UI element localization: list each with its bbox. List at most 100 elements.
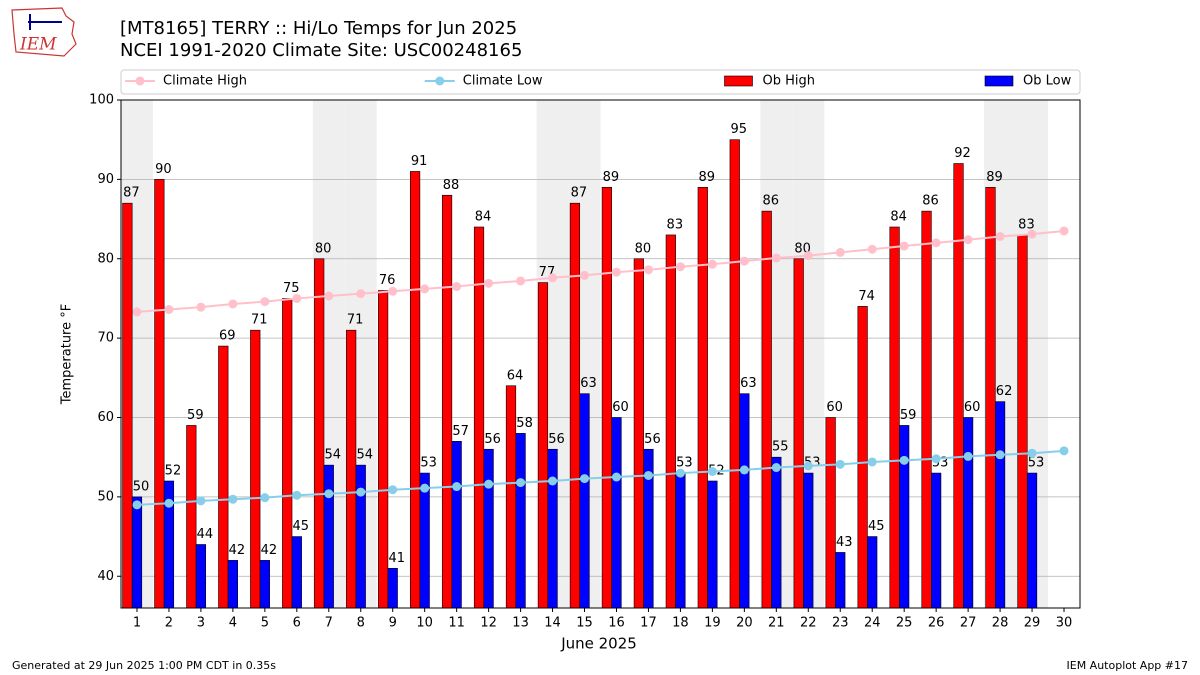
data-label: 43: [836, 535, 853, 550]
bar: [569, 202, 581, 609]
bar: [154, 179, 165, 609]
data-label: 54: [356, 448, 373, 463]
data-label: 63: [740, 376, 757, 391]
line-marker: [707, 466, 717, 476]
data-label: 74: [858, 289, 875, 304]
data-label: 71: [251, 313, 268, 328]
x-tick-label: 8: [357, 616, 365, 631]
line-marker: [675, 468, 685, 478]
line: [136, 229, 1065, 313]
bar: [889, 226, 900, 609]
x-tick-label: 13: [512, 616, 529, 631]
x-tick-label: 3: [197, 616, 205, 631]
bar: [899, 425, 910, 609]
x-tick-label: 24: [864, 616, 881, 631]
x-tick-label: 11: [448, 616, 465, 631]
line-marker: [580, 474, 590, 484]
bar: [218, 345, 229, 609]
y-tick-label: 80: [97, 251, 114, 266]
data-label: 44: [197, 527, 214, 542]
bar: [761, 210, 772, 609]
legend-item: Ob Low: [984, 74, 1072, 89]
data-label: 45: [293, 519, 310, 534]
data-label: 90: [155, 162, 172, 177]
bar: [793, 258, 804, 609]
line-marker: [388, 485, 398, 495]
bar: [346, 329, 357, 609]
bar: [665, 234, 676, 609]
data-label: 55: [772, 440, 789, 455]
x-tick-label: 10: [416, 616, 433, 631]
bar: [1017, 234, 1028, 609]
bar: [697, 187, 708, 609]
line-marker: [388, 286, 398, 296]
x-tick-label: 7: [325, 616, 333, 631]
x-tick-label: 23: [832, 616, 849, 631]
x-tick-label: 26: [928, 616, 945, 631]
bar: [867, 536, 878, 609]
line-marker: [292, 293, 302, 303]
x-tick-label: 17: [640, 616, 657, 631]
bar: [409, 171, 421, 609]
x-tick-label: 29: [1024, 616, 1041, 631]
bar: [122, 202, 133, 609]
data-label: 52: [165, 464, 182, 479]
data-label: 84: [475, 210, 492, 225]
legend-item: Climate High: [125, 74, 247, 89]
line-marker: [484, 278, 494, 288]
data-label: 59: [900, 408, 917, 423]
x-tick-label: 27: [960, 616, 977, 631]
data-label: 84: [890, 210, 907, 225]
data-label: 91: [411, 154, 428, 169]
x-tick-label: 4: [229, 616, 237, 631]
bar: [921, 210, 932, 609]
x-tick-label: 5: [261, 616, 269, 631]
x-tick-label: 9: [389, 616, 397, 631]
bar: [186, 425, 197, 609]
line-marker: [611, 472, 621, 482]
bar: [953, 163, 964, 609]
data-label: 80: [635, 241, 652, 256]
footer-left: Generated at 29 Jun 2025 1:00 PM CDT in …: [12, 659, 276, 672]
data-label: 83: [667, 217, 684, 232]
logo-text: IEM: [19, 35, 57, 55]
legend-marker: [435, 76, 445, 86]
x-tick-label: 2: [165, 616, 173, 631]
line-marker: [260, 297, 270, 307]
line-marker: [931, 454, 941, 464]
line-marker: [420, 284, 430, 294]
line-marker: [867, 244, 877, 254]
data-label: 87: [123, 186, 140, 201]
data-label: 58: [516, 416, 533, 431]
data-label: 80: [315, 241, 332, 256]
line-marker: [228, 494, 238, 504]
data-label: 56: [548, 432, 565, 447]
line-marker: [228, 299, 238, 309]
data-label: 83: [1018, 217, 1035, 232]
data-label: 89: [986, 170, 1003, 185]
data-label: 59: [187, 408, 204, 423]
x-axis-label: June 2025: [560, 635, 637, 653]
line-marker: [611, 267, 621, 277]
bar: [547, 448, 558, 609]
line-marker: [132, 500, 142, 510]
data-label: 41: [388, 551, 405, 566]
data-label: 60: [612, 400, 629, 415]
line-marker: [643, 470, 653, 480]
line-marker: [675, 262, 685, 272]
y-tick-label: 70: [97, 331, 114, 346]
chart-subtitle: NCEI 1991-2020 Climate Site: USC00248165: [120, 40, 522, 61]
y-tick-label: 90: [97, 172, 114, 187]
line-marker: [420, 483, 430, 493]
bar: [259, 560, 270, 609]
data-label: 75: [283, 281, 300, 296]
data-label: 60: [964, 400, 981, 415]
line-marker: [548, 273, 558, 283]
line-marker: [452, 482, 462, 492]
x-tick-label: 18: [672, 616, 689, 631]
data-label: 56: [644, 432, 661, 447]
line-marker: [803, 251, 813, 261]
bar: [1026, 472, 1038, 609]
line-marker: [835, 247, 845, 257]
